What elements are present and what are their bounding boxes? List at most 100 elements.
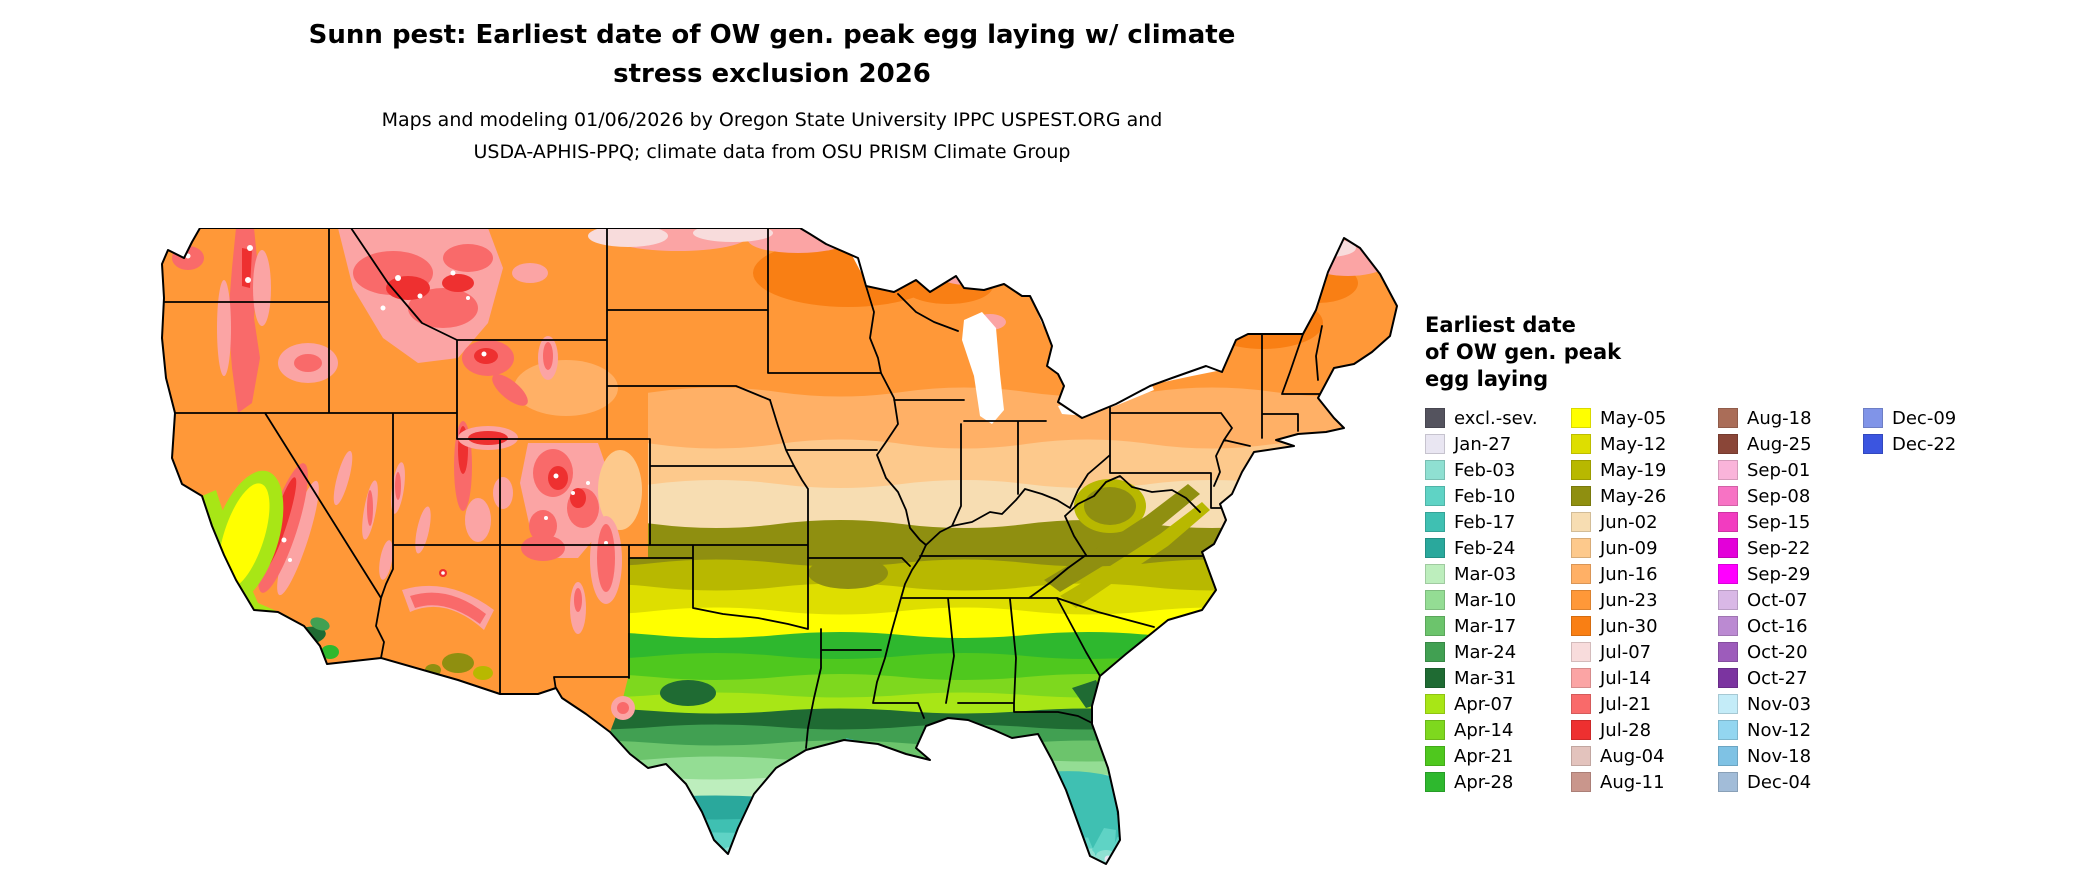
legend-swatch — [1425, 538, 1445, 558]
legend-entry: Apr-28 — [1425, 769, 1571, 795]
legend-swatch — [1718, 460, 1738, 480]
map-subtitle-line1: Maps and modeling 01/06/2026 by Oregon S… — [381, 109, 1163, 131]
legend-entry-label: Oct-07 — [1747, 589, 1808, 611]
legend-entry: May-19 — [1571, 457, 1717, 483]
legend-swatch — [1863, 408, 1883, 428]
legend-entry: Dec-22 — [1863, 431, 2009, 457]
legend-entry-label: Sep-15 — [1747, 511, 1811, 533]
legend-swatch — [1425, 616, 1445, 636]
legend-entry-label: Oct-20 — [1747, 641, 1808, 663]
map-title-line1: Sunn pest: Earliest date of OW gen. peak… — [308, 20, 1236, 50]
legend-entry: Apr-21 — [1425, 743, 1571, 769]
legend-entry: May-12 — [1571, 431, 1717, 457]
legend-entry: Jun-09 — [1571, 535, 1717, 561]
legend-swatch — [1571, 772, 1591, 792]
us-map-svg — [161, 228, 1398, 865]
legend-swatch — [1425, 668, 1445, 688]
legend-swatch — [1571, 590, 1591, 610]
legend-swatch — [1718, 590, 1738, 610]
legend-entry-label: Sep-22 — [1747, 537, 1811, 559]
legend-swatch — [1863, 434, 1883, 454]
legend-entry: Jul-07 — [1571, 639, 1717, 665]
legend-entry: Nov-12 — [1718, 717, 1864, 743]
legend-entry: Apr-14 — [1425, 717, 1571, 743]
legend-swatch — [1718, 434, 1738, 454]
legend-swatch — [1571, 668, 1591, 688]
legend-entry: Sep-22 — [1718, 535, 1864, 561]
legend-entry-label: Oct-27 — [1747, 667, 1808, 689]
legend-entry-label: Apr-21 — [1454, 745, 1514, 767]
legend-entry: Feb-10 — [1425, 483, 1571, 509]
legend-title-line1: Earliest date — [1425, 313, 1576, 337]
legend-entry-label: Jun-02 — [1600, 511, 1658, 533]
legend-swatch — [1425, 434, 1445, 454]
legend-entry: Mar-03 — [1425, 561, 1571, 587]
legend-swatch — [1718, 616, 1738, 636]
legend-entry: Oct-27 — [1718, 665, 1864, 691]
legend-entry-label: Jun-09 — [1600, 537, 1658, 559]
legend-entry: Oct-07 — [1718, 587, 1864, 613]
legend-entry: Sep-08 — [1718, 483, 1864, 509]
legend-swatch — [1571, 564, 1591, 584]
legend-swatch — [1718, 642, 1738, 662]
legend-entry-label: Oct-16 — [1747, 615, 1808, 637]
legend-entry-label: Jul-14 — [1600, 667, 1652, 689]
legend-entry-label: Mar-10 — [1454, 589, 1517, 611]
legend-swatch — [1718, 486, 1738, 506]
legend-entry: May-26 — [1571, 483, 1717, 509]
legend-entry: Sep-15 — [1718, 509, 1864, 535]
legend-entry-label: Sep-08 — [1747, 485, 1811, 507]
legend-entry-label: Dec-09 — [1892, 407, 1957, 429]
legend-swatch — [1425, 512, 1445, 532]
legend-swatch — [1571, 460, 1591, 480]
legend-entry: Mar-24 — [1425, 639, 1571, 665]
legend-entry-label: Aug-04 — [1600, 745, 1665, 767]
legend-entry-label: Aug-25 — [1747, 433, 1812, 455]
legend-entry-label: Sep-29 — [1747, 563, 1811, 585]
legend-swatch — [1571, 434, 1591, 454]
legend-entry: Aug-25 — [1718, 431, 1864, 457]
legend-entry-label: Feb-24 — [1454, 537, 1516, 559]
legend-title-line2: of OW gen. peak — [1425, 340, 1622, 364]
legend-swatch — [1718, 772, 1738, 792]
legend-swatch — [1571, 408, 1591, 428]
legend-entry-label: Feb-10 — [1454, 485, 1516, 507]
legend-entry: Apr-07 — [1425, 691, 1571, 717]
legend-entry-label: Apr-28 — [1454, 771, 1514, 793]
legend-swatch — [1571, 538, 1591, 558]
legend-entry: May-05 — [1571, 405, 1717, 431]
legend-swatch — [1425, 486, 1445, 506]
legend-swatch — [1571, 694, 1591, 714]
legend-entry: Jul-21 — [1571, 691, 1717, 717]
legend-entry-label: May-05 — [1600, 407, 1667, 429]
legend-entry-label: Dec-22 — [1892, 433, 1957, 455]
legend-entry: Feb-17 — [1425, 509, 1571, 535]
legend-swatch — [1571, 746, 1591, 766]
legend-entry-label: Mar-03 — [1454, 563, 1517, 585]
legend-title-line3: egg laying — [1425, 367, 1549, 391]
legend-column: Dec-09 Dec-22 — [1863, 405, 2009, 457]
legend-swatch — [1571, 616, 1591, 636]
legend-entry-label: Jan-27 — [1454, 433, 1512, 455]
legend-swatch — [1718, 512, 1738, 532]
legend-entry: Oct-20 — [1718, 639, 1864, 665]
legend-swatch — [1718, 720, 1738, 740]
legend-entry-label: Nov-18 — [1747, 745, 1812, 767]
legend-entry-label: Mar-31 — [1454, 667, 1517, 689]
legend-entry: Jun-30 — [1571, 613, 1717, 639]
legend-entry-label: May-12 — [1600, 433, 1667, 455]
legend-entry-label: excl.-sev. — [1454, 407, 1538, 429]
legend-swatch — [1425, 590, 1445, 610]
legend-entry-label: Apr-07 — [1454, 693, 1514, 715]
legend-entry-label: Feb-03 — [1454, 459, 1516, 481]
legend-swatch — [1718, 694, 1738, 714]
legend-entry: Sep-01 — [1718, 457, 1864, 483]
legend-entry-label: Feb-17 — [1454, 511, 1516, 533]
legend-swatch — [1718, 564, 1738, 584]
map-subtitle: Maps and modeling 01/06/2026 by Oregon S… — [172, 104, 1372, 168]
legend-entry-label: Nov-03 — [1747, 693, 1812, 715]
legend-entry: Aug-11 — [1571, 769, 1717, 795]
legend-swatch — [1425, 642, 1445, 662]
legend-entry-label: Aug-18 — [1747, 407, 1812, 429]
